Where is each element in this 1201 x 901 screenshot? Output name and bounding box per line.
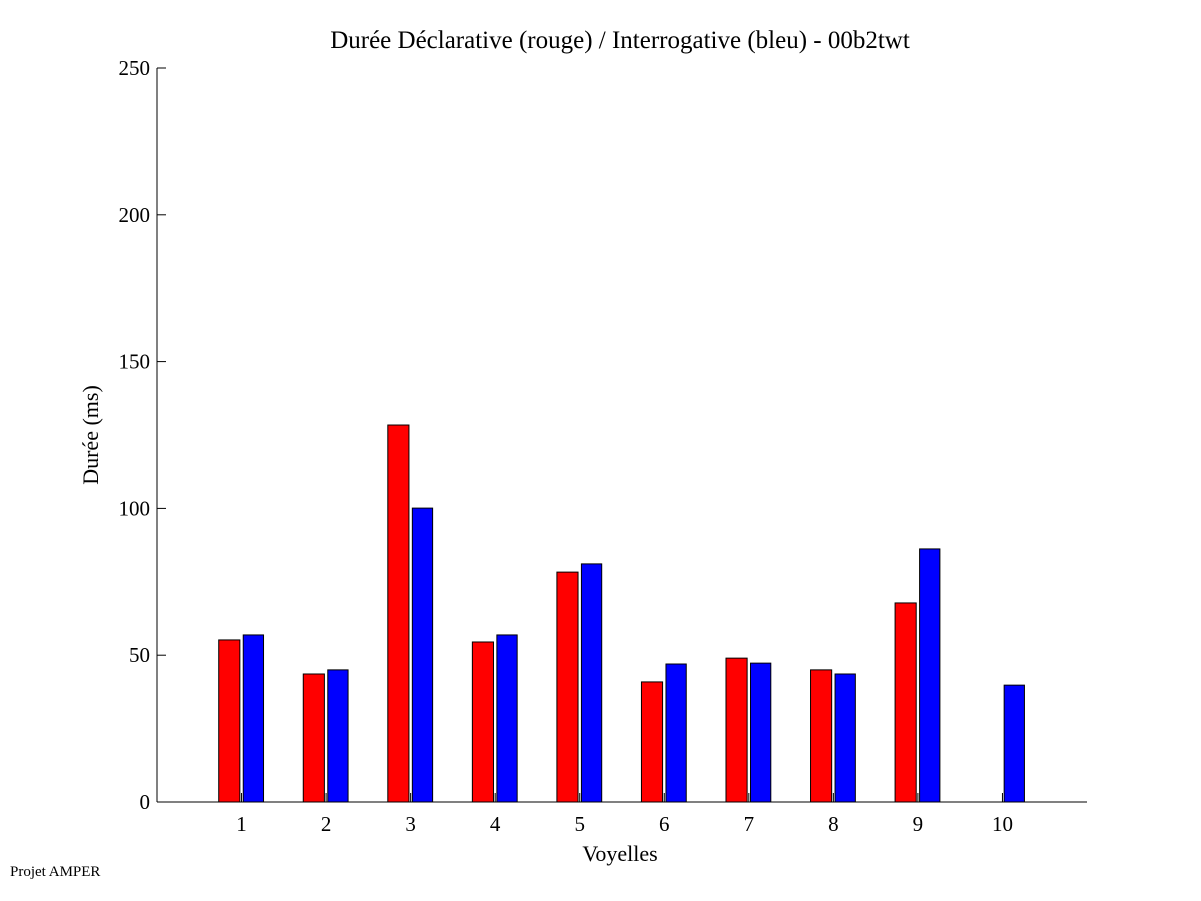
bar-interrogative-4 xyxy=(496,634,518,803)
bar-declarative-6 xyxy=(640,681,664,803)
x-tick-label-4: 4 xyxy=(490,812,501,836)
bar-declarative-1 xyxy=(218,639,241,803)
x-tick-label-9: 9 xyxy=(913,812,924,836)
y-axis-label: Durée (ms) xyxy=(78,385,103,485)
x-tick-label-3: 3 xyxy=(405,812,416,836)
chart-title: Durée Déclarative (rouge) / Interrogativ… xyxy=(330,27,910,54)
y-tick-label-50: 50 xyxy=(129,643,150,667)
x-tick-label-1: 1 xyxy=(236,812,247,836)
bar-interrogative-5 xyxy=(580,563,603,803)
bar-declarative-5 xyxy=(556,571,579,803)
x-tick-label-5: 5 xyxy=(574,812,585,836)
y-tick-label-250: 250 xyxy=(119,56,151,80)
bar-interrogative-9 xyxy=(919,548,941,803)
x-tick-label-10: 10 xyxy=(992,812,1013,836)
y-tick-label-0: 0 xyxy=(140,790,151,814)
bar-declarative-7 xyxy=(725,657,748,803)
bar-declarative-4 xyxy=(471,641,494,803)
bar-interrogative-8 xyxy=(834,673,856,803)
x-tick-label-2: 2 xyxy=(321,812,332,836)
bar-declarative-3 xyxy=(387,424,410,803)
y-tick-label-150: 150 xyxy=(119,350,151,374)
x-tick-label-7: 7 xyxy=(744,812,755,836)
bar-declarative-2 xyxy=(302,673,325,803)
bar-interrogative-6 xyxy=(665,663,687,803)
footer-credit: Projet AMPER xyxy=(10,864,101,880)
bar-declarative-8 xyxy=(810,669,833,803)
bar-declarative-9 xyxy=(894,602,917,803)
bar-interrogative-10 xyxy=(1003,684,1025,803)
y-tick-label-200: 200 xyxy=(119,203,151,227)
bar-interrogative-2 xyxy=(327,669,349,803)
y-tick-label-100: 100 xyxy=(119,496,151,520)
x-tick-label-6: 6 xyxy=(659,812,670,836)
x-axis-label: Voyelles xyxy=(582,841,657,866)
bar-interrogative-3 xyxy=(411,507,434,803)
bar-interrogative-1 xyxy=(242,634,265,803)
bar-interrogative-7 xyxy=(750,662,772,803)
x-tick-label-8: 8 xyxy=(828,812,839,836)
